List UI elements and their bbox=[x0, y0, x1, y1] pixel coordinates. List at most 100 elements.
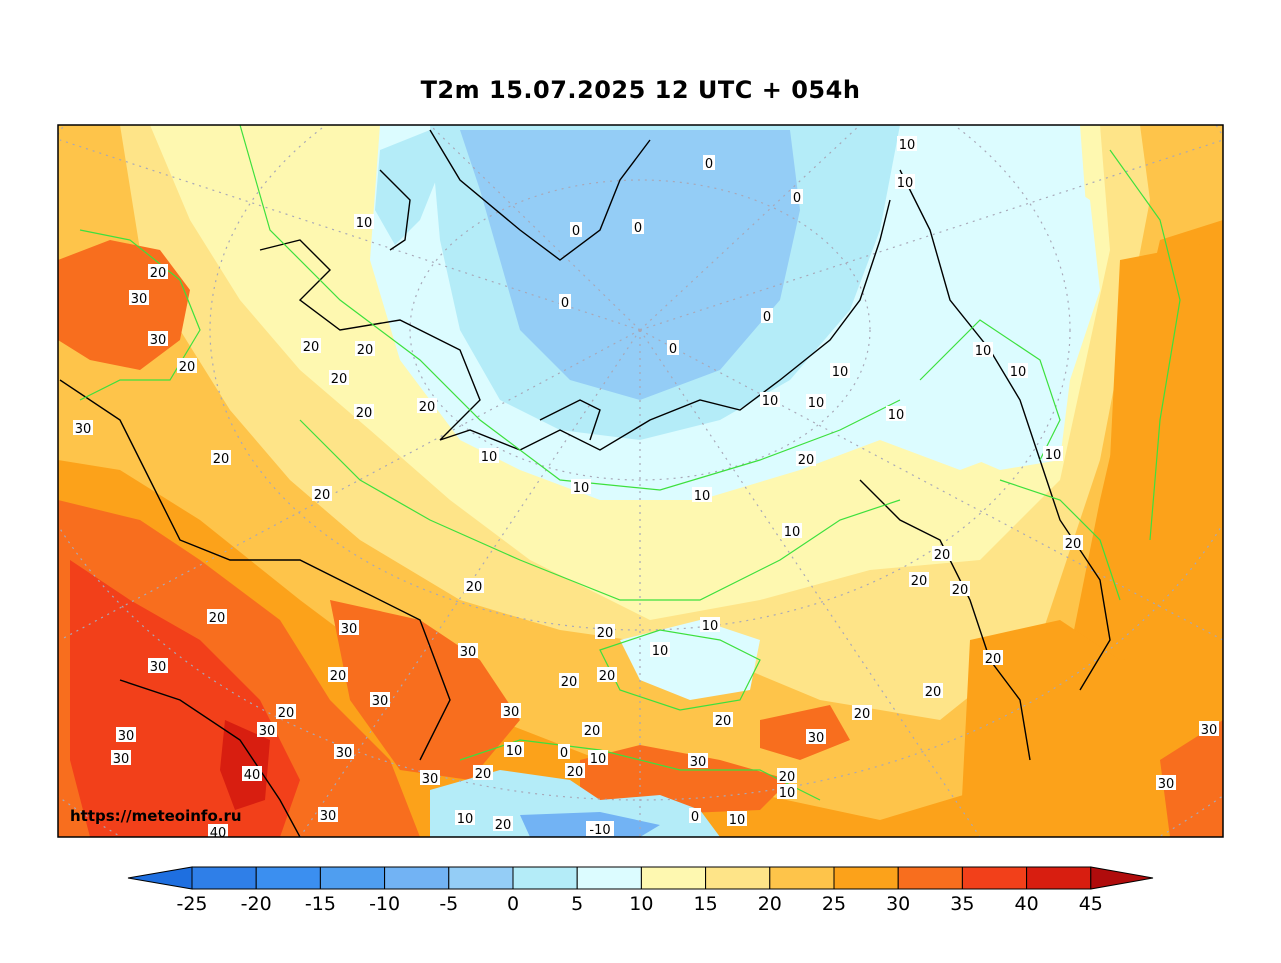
colorbar-under-arrow bbox=[127, 866, 193, 890]
coastlines bbox=[59, 129, 1111, 837]
contour-label: 10 bbox=[1045, 448, 1062, 463]
contour-label-bg bbox=[777, 768, 797, 783]
contour-label: 20 bbox=[314, 488, 331, 503]
contour-label: 20 bbox=[779, 770, 796, 785]
contour-label-bg bbox=[559, 673, 579, 688]
colorbar-tick-label: 20 bbox=[758, 893, 782, 915]
contour-label-bg bbox=[329, 370, 349, 385]
contour-label: 20 bbox=[213, 452, 230, 467]
contour-label: 0 bbox=[763, 310, 771, 325]
contour-label-bg bbox=[148, 331, 168, 346]
contour-label: 30 bbox=[1158, 777, 1175, 792]
contour-label: 10 bbox=[832, 365, 849, 380]
contour-label-bg bbox=[650, 642, 670, 657]
contour-label-bg bbox=[339, 620, 359, 635]
contour-label: 10 bbox=[762, 394, 779, 409]
contour-label: 30 bbox=[113, 752, 130, 767]
colorbar-cell bbox=[705, 866, 771, 890]
contour-label-bg bbox=[257, 722, 277, 737]
contour-label-bg bbox=[595, 624, 615, 639]
contour-label-bg bbox=[318, 807, 338, 822]
contour-label: 0 bbox=[560, 746, 568, 761]
contour-label: 20 bbox=[466, 580, 483, 595]
contour-label: 20 bbox=[357, 343, 374, 358]
contour-label: 30 bbox=[460, 645, 477, 660]
contour-label: 0 bbox=[561, 296, 569, 311]
contour-label-bg bbox=[473, 765, 493, 780]
contour-label: 20 bbox=[179, 360, 196, 375]
colorbar-tick-label: 5 bbox=[571, 893, 583, 915]
colorbar-tick-label: 30 bbox=[886, 893, 910, 915]
contour-label: 20 bbox=[911, 574, 928, 589]
colorbar-tick-label: 40 bbox=[1015, 893, 1039, 915]
contour-label: 20 bbox=[854, 707, 871, 722]
contour-label: 10 bbox=[356, 216, 373, 231]
colorbar-tick-label: 10 bbox=[629, 893, 653, 915]
contour-label: 0 bbox=[634, 221, 642, 236]
contour-label: 10 bbox=[888, 408, 905, 423]
colorbar-cell bbox=[897, 866, 963, 890]
colorbar-cell bbox=[448, 866, 514, 890]
colorbar-cell bbox=[512, 866, 578, 890]
contour-label-bg bbox=[897, 136, 917, 151]
contour-label-bg bbox=[713, 712, 733, 727]
colorbar-cell bbox=[640, 866, 707, 890]
contour-label: 20 bbox=[209, 611, 226, 626]
contour-label-bg bbox=[276, 704, 296, 719]
contour-label-bg bbox=[973, 342, 993, 357]
contour-label: 10 bbox=[784, 525, 801, 540]
contour-label-bg bbox=[586, 821, 614, 836]
contour-label-bg bbox=[782, 523, 802, 538]
contour-label: 10 bbox=[481, 450, 498, 465]
contour-label-bg bbox=[1156, 775, 1176, 790]
contour-label: 10 bbox=[975, 344, 992, 359]
contour-label: 30 bbox=[336, 746, 353, 761]
contour-label-bg bbox=[667, 340, 679, 355]
contour-label: 30 bbox=[131, 292, 148, 307]
contour-label-bg bbox=[211, 450, 231, 465]
colorbar-tick-label: 45 bbox=[1079, 893, 1103, 915]
contour-label: 0 bbox=[705, 157, 713, 172]
contour-label-bg bbox=[777, 784, 797, 799]
contour-label: 30 bbox=[503, 705, 520, 720]
contour-label: 20 bbox=[150, 266, 167, 281]
contour-label-bg bbox=[692, 487, 712, 502]
contour-label: 30 bbox=[150, 660, 167, 675]
contour-label-bg bbox=[588, 750, 608, 765]
contour-label-bg bbox=[761, 308, 773, 323]
contour-label: 20 bbox=[1065, 537, 1082, 552]
contour-label-bg bbox=[950, 581, 970, 596]
contour-label-bg bbox=[501, 703, 521, 718]
contour-label-bg bbox=[791, 189, 803, 204]
contour-label-bg bbox=[796, 451, 816, 466]
contour-label-bg bbox=[370, 692, 390, 707]
contour-label: 30 bbox=[150, 333, 167, 348]
contour-label-bg bbox=[208, 824, 228, 839]
contour-label-bg bbox=[312, 486, 332, 501]
contour-label-bg bbox=[464, 578, 484, 593]
contour-label: 30 bbox=[259, 724, 276, 739]
contour-label: 20 bbox=[561, 675, 578, 690]
contour-label: 20 bbox=[419, 400, 436, 415]
contour-label: 10 bbox=[1010, 365, 1027, 380]
contour-label: 30 bbox=[372, 694, 389, 709]
colorbar-cell bbox=[384, 866, 450, 890]
contour-label-bg bbox=[632, 219, 644, 234]
contour-label-bg bbox=[328, 667, 348, 682]
contour-label-bg bbox=[688, 753, 708, 768]
contour-label: 0 bbox=[793, 191, 801, 206]
contour-label: 10 bbox=[899, 138, 916, 153]
contour-label-bg bbox=[354, 404, 374, 419]
contour-label-bg bbox=[582, 722, 602, 737]
colorbar-tick-label: -5 bbox=[439, 893, 458, 915]
colorbar-cell bbox=[255, 866, 321, 890]
contour-label-bg bbox=[177, 358, 197, 373]
colorbar-cell bbox=[833, 866, 899, 890]
contour-label-bg bbox=[571, 479, 591, 494]
contour-label-bg bbox=[354, 214, 374, 229]
contour-label-bg bbox=[1008, 363, 1028, 378]
contour-label: 30 bbox=[808, 731, 825, 746]
contour-label: 10 bbox=[897, 176, 914, 191]
chart-title: T2m 15.07.2025 12 UTC + 054h bbox=[420, 76, 861, 104]
